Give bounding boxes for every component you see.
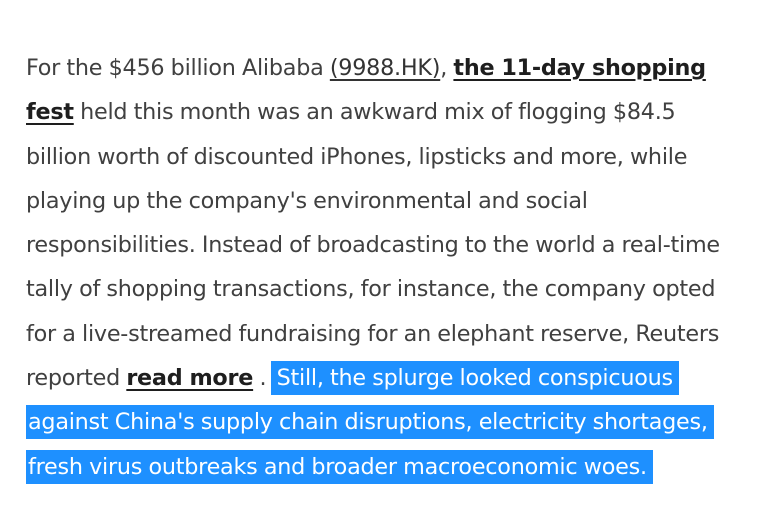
line-5: responsibilities. Instead of broadcastin…	[26, 232, 720, 259]
read-more-link[interactable]: read more	[126, 365, 254, 392]
selected-text[interactable]: fresh virus outbreaks and broader macroe…	[26, 449, 653, 484]
line-8-text: reported	[26, 365, 127, 392]
line-3: billion worth of discounted iPhones, lip…	[26, 143, 688, 170]
line-7: for a live-streamed fundraising for an e…	[26, 320, 720, 347]
line-1-text: For the $456 billion Alibaba	[26, 55, 330, 81]
shopping-fest-link-continued[interactable]: fest	[26, 99, 74, 126]
line-4: playing up the company's environmental a…	[26, 187, 588, 214]
line-2: fest held this month was an awkward mix …	[26, 90, 771, 134]
selected-text[interactable]: against China's supply chain disruptions…	[26, 405, 714, 440]
line-1: For the $456 billion Alibaba (9988.HK), …	[26, 46, 771, 90]
ticker-link[interactable]: (9988.HK)	[329, 55, 441, 81]
line-1-comma: ,	[440, 55, 454, 81]
line-2-text: held this month was an awkward mix of fl…	[73, 99, 676, 126]
line-8-period: .	[253, 365, 273, 392]
line-6: tally of shopping transactions, for inst…	[26, 276, 716, 303]
selected-text[interactable]: Still, the splurge looked conspicuous	[270, 361, 679, 396]
line-10: fresh virus outbreaks and broader macroe…	[26, 445, 771, 489]
line-8: reported read more . Still, the splurge …	[26, 356, 771, 400]
article-paragraph: For the $456 billion Alibaba (9988.HK), …	[26, 46, 771, 489]
shopping-fest-link[interactable]: the 11-day shopping	[453, 55, 706, 81]
line-9: against China's supply chain disruptions…	[26, 400, 771, 444]
